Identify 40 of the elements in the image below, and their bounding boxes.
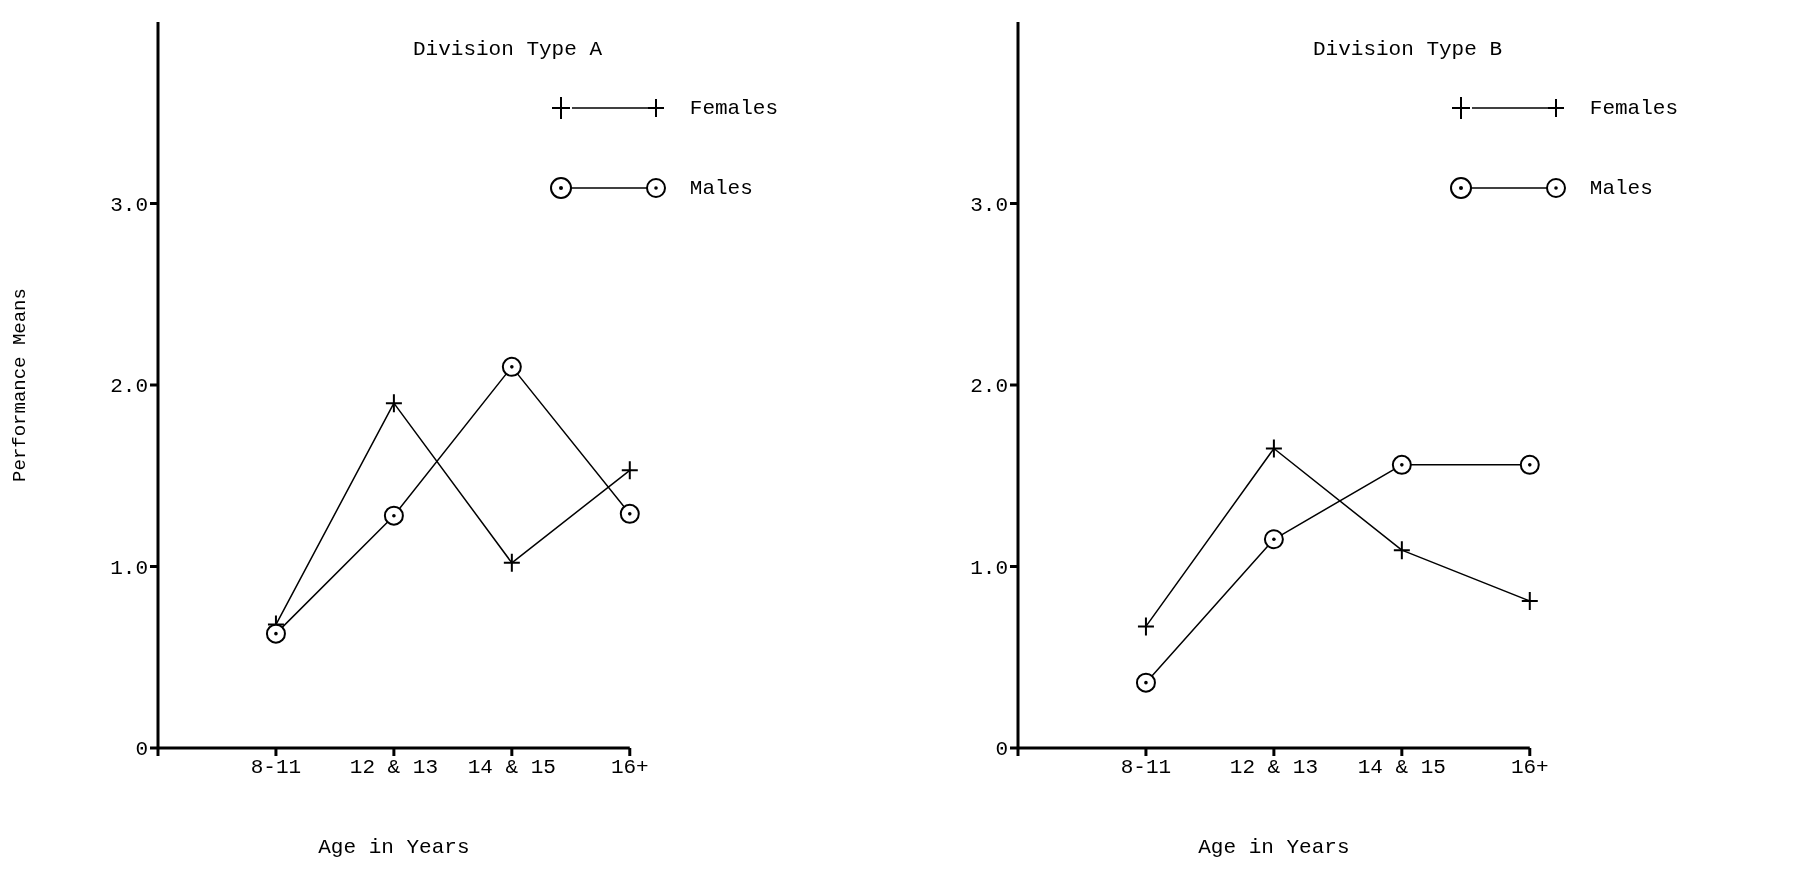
x-axis-title: Age in Years (318, 836, 470, 859)
point (1263, 529, 1284, 550)
x-tick-label: 16+ (610, 755, 649, 779)
point (1135, 672, 1156, 693)
point (383, 505, 404, 526)
x-tick-label: 8-11 (1120, 755, 1172, 779)
text: Division Type B (1313, 38, 1503, 61)
point (501, 356, 522, 377)
y-tick-label: 2.0 (110, 375, 148, 399)
y-tick-label: 3.0 (110, 193, 148, 217)
point (619, 503, 640, 524)
point (1392, 540, 1411, 561)
y-tick-label: 2.0 (970, 375, 1008, 399)
point (502, 552, 521, 573)
legend-label: Females (689, 96, 778, 120)
x-tick-label: 14 & 15 (1357, 755, 1446, 779)
y-tick-label: 0 (135, 738, 148, 762)
point (1519, 454, 1540, 475)
point (265, 623, 286, 644)
y-tick-label: 1.0 (110, 556, 148, 580)
x-tick-label: 16+ (1510, 755, 1549, 779)
legend-label: Males (1589, 176, 1653, 200)
point (1264, 438, 1283, 459)
x-axis-title: Age in Years (1198, 836, 1350, 859)
x-tick-label: 14 & 15 (467, 755, 556, 779)
legend-label: Females (1589, 96, 1678, 120)
y-tick-label: 1.0 (970, 556, 1008, 580)
x-tick-label: 8-11 (250, 755, 302, 779)
legend-label: Males (689, 176, 753, 200)
text: Division Type A (413, 38, 603, 61)
y-tick-label: 0 (995, 738, 1008, 762)
x-tick-label: 12 & 13 (349, 755, 438, 779)
point (384, 393, 403, 414)
point (1391, 454, 1412, 475)
point (1136, 616, 1155, 637)
x-tick-label: 12 & 13 (1229, 755, 1318, 779)
y-tick-label: 3.0 (970, 193, 1008, 217)
point (1520, 590, 1539, 611)
point (620, 460, 639, 481)
y-axis-title: Performance Means (8, 288, 31, 482)
